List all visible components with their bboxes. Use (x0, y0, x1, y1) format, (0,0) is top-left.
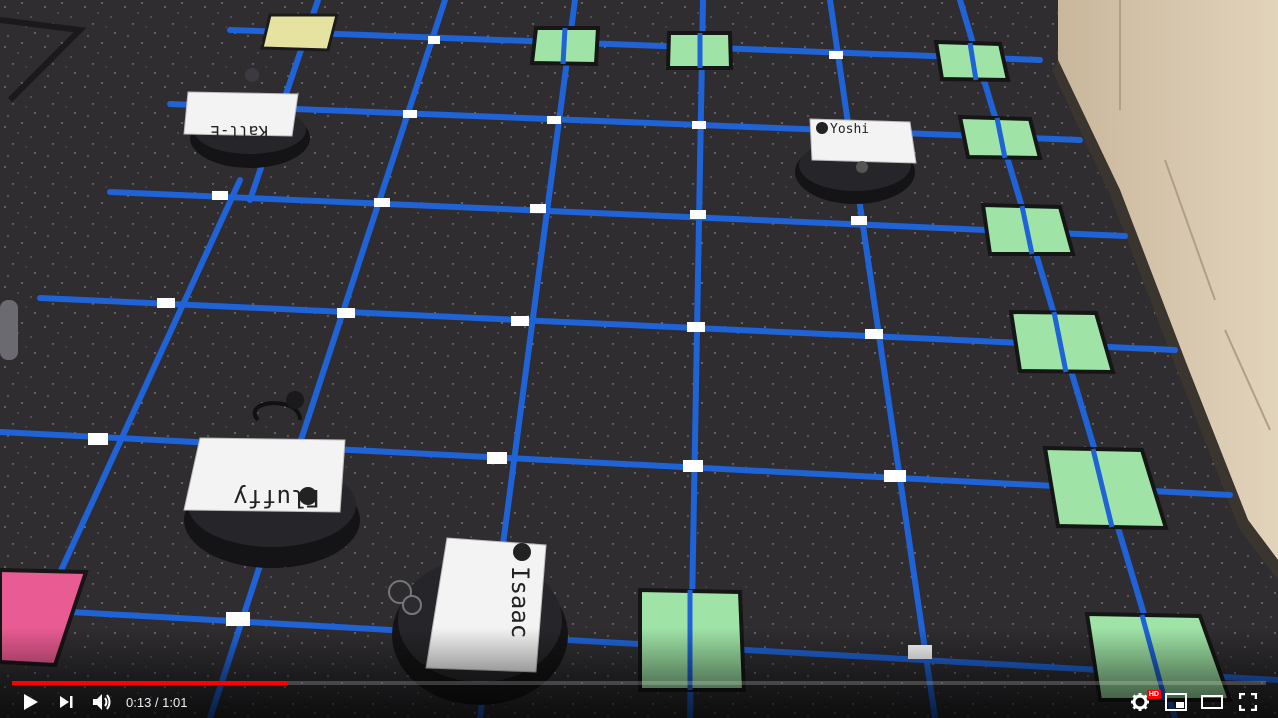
robot-kall-e: Kall-E (183, 68, 310, 168)
theater-icon (1201, 695, 1223, 709)
theater-mode-button[interactable] (1194, 686, 1230, 718)
progress-bar[interactable] (12, 681, 1266, 685)
hd-badge: HD (1146, 690, 1161, 699)
robot-label-isaac: Isaac (506, 566, 534, 638)
miniplayer-button[interactable] (1158, 686, 1194, 718)
robot-fluffy: Fluffy (183, 391, 360, 568)
duration: 1:01 (162, 694, 188, 710)
robot-label-kall-e: Kall-E (210, 122, 268, 141)
time-display: 0:13 / 1:01 (126, 695, 187, 710)
fullscreen-icon (1239, 693, 1257, 711)
fullscreen-button[interactable] (1230, 686, 1266, 718)
play-icon (24, 694, 38, 710)
settings-button[interactable]: HD (1122, 686, 1161, 718)
player-controls: 0:13 / 1:01 HD (12, 686, 1266, 718)
cabinet-wall (1058, 0, 1278, 560)
gear-icon (1131, 693, 1149, 711)
time-separator: / (151, 694, 163, 710)
progress-played (12, 681, 288, 685)
current-time: 0:13 (126, 694, 152, 710)
tape-markers (88, 36, 932, 659)
next-button[interactable] (48, 686, 84, 718)
robot-yoshi: Yoshi (795, 118, 917, 204)
robot-label-yoshi: Yoshi (830, 122, 869, 137)
tile-yellow (260, 13, 339, 52)
miniplayer-icon (1165, 693, 1187, 711)
volume-button[interactable] (84, 686, 120, 718)
play-button[interactable] (12, 686, 48, 718)
next-icon (60, 696, 73, 708)
volume-icon (93, 694, 111, 710)
